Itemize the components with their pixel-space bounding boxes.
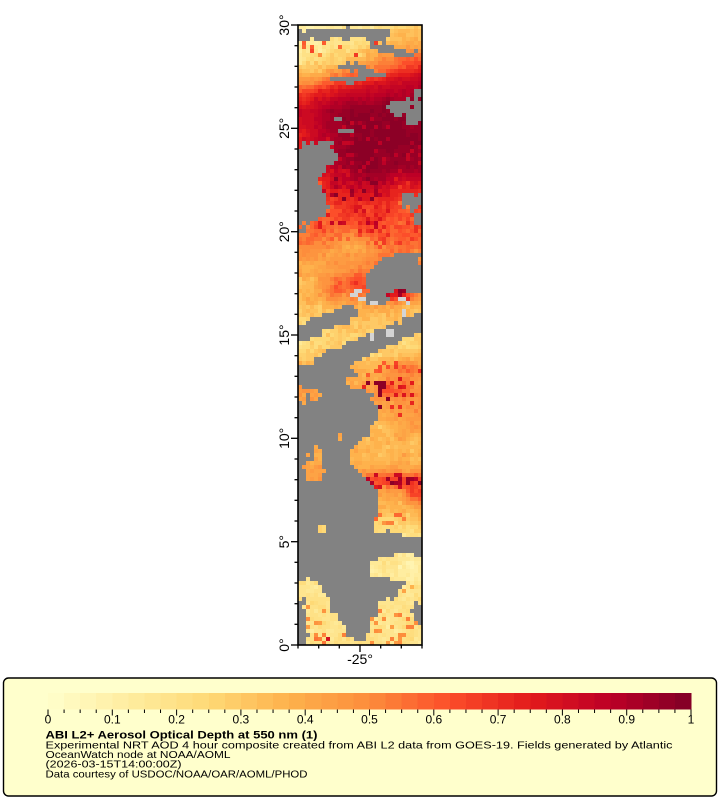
svg-text:0°: 0° [276,638,292,651]
svg-text:0.9: 0.9 [618,713,635,727]
svg-text:Experimental NRT AOD 4 hour co: Experimental NRT AOD 4 hour composite cr… [46,739,673,751]
svg-text:OceanWatch node at NOAA/AOML: OceanWatch node at NOAA/AOML [46,749,231,761]
svg-text:0.1: 0.1 [104,713,121,727]
svg-text:5°: 5° [276,535,292,548]
svg-text:15°: 15° [276,324,292,345]
svg-text:0.5: 0.5 [361,713,378,727]
svg-text:-25°: -25° [347,651,373,667]
svg-text:1: 1 [688,713,695,727]
svg-text:0.2: 0.2 [168,713,185,727]
svg-text:0.7: 0.7 [490,713,507,727]
svg-text:(2026-03-15T14:00:00Z): (2026-03-15T14:00:00Z) [46,759,182,771]
svg-text:Data courtesy of USDOC/NOAA/OA: Data courtesy of USDOC/NOAA/OAR/AOML/PHO… [46,768,308,780]
svg-text:30°: 30° [276,14,292,35]
svg-text:10°: 10° [276,428,292,449]
svg-text:0.8: 0.8 [554,713,571,727]
svg-text:0.6: 0.6 [425,713,442,727]
svg-text:0.3: 0.3 [233,713,250,727]
svg-text:ABI L2+ Aerosol Optical Depth: ABI L2+ Aerosol Optical Depth at 550 nm … [46,730,318,742]
svg-text:20°: 20° [276,221,292,242]
svg-text:25°: 25° [276,118,292,139]
svg-text:0: 0 [45,713,52,727]
svg-text:0.4: 0.4 [297,713,314,727]
